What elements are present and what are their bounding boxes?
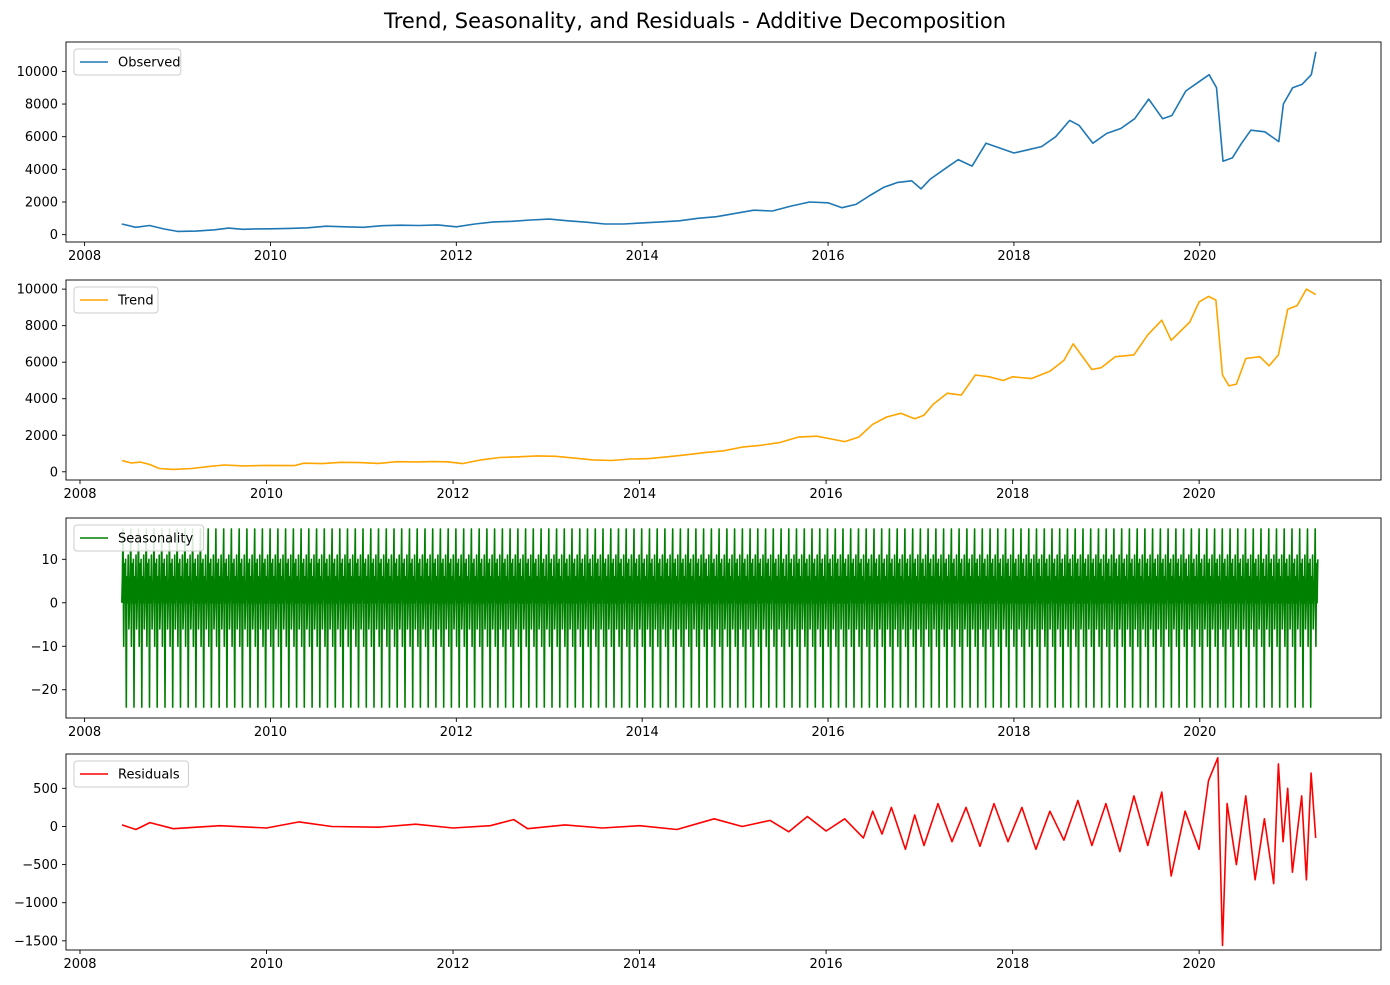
legend: Residuals (73, 760, 189, 788)
x-tick-label: 2016 (812, 725, 845, 740)
y-tick-label: −20 (31, 683, 58, 698)
legend-box (73, 760, 189, 788)
x-tick-label: 2008 (68, 249, 101, 264)
x-tick-label: 2018 (996, 957, 1029, 972)
figure-title: Trend, Seasonality, and Residuals - Addi… (383, 9, 1006, 33)
x-tick-label: 2020 (1183, 957, 1216, 972)
y-tick-label: 8000 (25, 98, 58, 113)
y-tick-label: 2000 (25, 429, 58, 444)
x-tick-label: 2020 (1183, 249, 1216, 264)
x-tick-label: 2010 (254, 725, 287, 740)
y-tick-label: −500 (22, 858, 58, 873)
y-tick-label: 500 (33, 782, 58, 797)
seasonality-panel: 2008 2010 2012 2014 2016 2018 2020 −20 −10 0 10 Sea… (31, 517, 1382, 740)
x-tick-label: 2016 (812, 249, 845, 264)
legend-label: Observed (118, 56, 181, 71)
y-tick-label: 0 (50, 596, 58, 611)
y-tick-label: 0 (50, 228, 58, 243)
y-tick-label: 10 (41, 553, 58, 568)
x-tick-label: 2010 (250, 957, 283, 972)
y-tick-label: 4000 (25, 392, 58, 407)
x-tick-label: 2016 (810, 487, 843, 502)
x-tick-label: 2008 (63, 487, 96, 502)
x-tick-label: 2018 (996, 487, 1029, 502)
y-tick-label: 4000 (25, 163, 58, 178)
y-tick-label: 10000 (17, 283, 58, 298)
series-line-observed (121, 51, 1317, 233)
x-tick-label: 2018 (997, 725, 1030, 740)
trend-panel: 2008 2010 2012 2014 2016 2018 2020 0 2000 4000 600… (17, 279, 1382, 502)
series-line-seasonality (121, 528, 1319, 708)
x-tick-label: 2020 (1183, 487, 1216, 502)
legend-label: Trend (117, 294, 154, 309)
x-tick-label: 2010 (254, 249, 287, 264)
axes-frame (65, 279, 1382, 481)
legend: Seasonality (73, 524, 205, 552)
legend: Observed (73, 48, 182, 76)
y-tick-label: −1000 (14, 896, 58, 911)
y-tick-label: −10 (31, 640, 58, 655)
axes-frame (65, 41, 1382, 243)
x-tick-label: 2008 (63, 957, 96, 972)
x-tick-label: 2014 (623, 487, 656, 502)
y-tick-label: 10000 (17, 65, 58, 80)
residuals-panel: 2008 2010 2012 2014 2016 2018 2020 −1500 −1000 −5… (14, 753, 1382, 972)
x-tick-label: 2014 (626, 725, 659, 740)
y-tick-label: 6000 (25, 356, 58, 371)
series-line-trend (121, 288, 1317, 471)
x-tick-label: 2016 (810, 957, 843, 972)
x-tick-label: 2008 (68, 725, 101, 740)
x-tick-label: 2018 (997, 249, 1030, 264)
series-line-residuals (121, 757, 1317, 947)
x-tick-label: 2012 (436, 957, 469, 972)
legend-box (73, 286, 159, 314)
axes-frame (65, 753, 1382, 951)
y-tick-label: 6000 (25, 130, 58, 145)
x-tick-label: 2020 (1183, 725, 1216, 740)
legend-label: Residuals (118, 768, 180, 783)
x-tick-label: 2014 (626, 249, 659, 264)
x-tick-label: 2014 (623, 957, 656, 972)
x-tick-label: 2012 (436, 487, 469, 502)
y-tick-label: 8000 (25, 319, 58, 334)
x-tick-label: 2010 (250, 487, 283, 502)
observed-panel: 2008 2010 2012 2014 2016 2018 2020 0 2000 4000 600… (17, 41, 1382, 264)
x-tick-label: 2012 (440, 249, 473, 264)
legend-label: Seasonality (118, 532, 193, 547)
legend: Trend (73, 286, 159, 314)
axes-frame (65, 517, 1382, 719)
legend-box (73, 524, 205, 552)
y-tick-label: 2000 (25, 196, 58, 211)
legend-box (73, 48, 182, 76)
y-tick-label: 0 (50, 465, 58, 480)
y-tick-label: 0 (50, 820, 58, 835)
x-tick-label: 2012 (440, 725, 473, 740)
y-tick-label: −1500 (14, 934, 58, 949)
